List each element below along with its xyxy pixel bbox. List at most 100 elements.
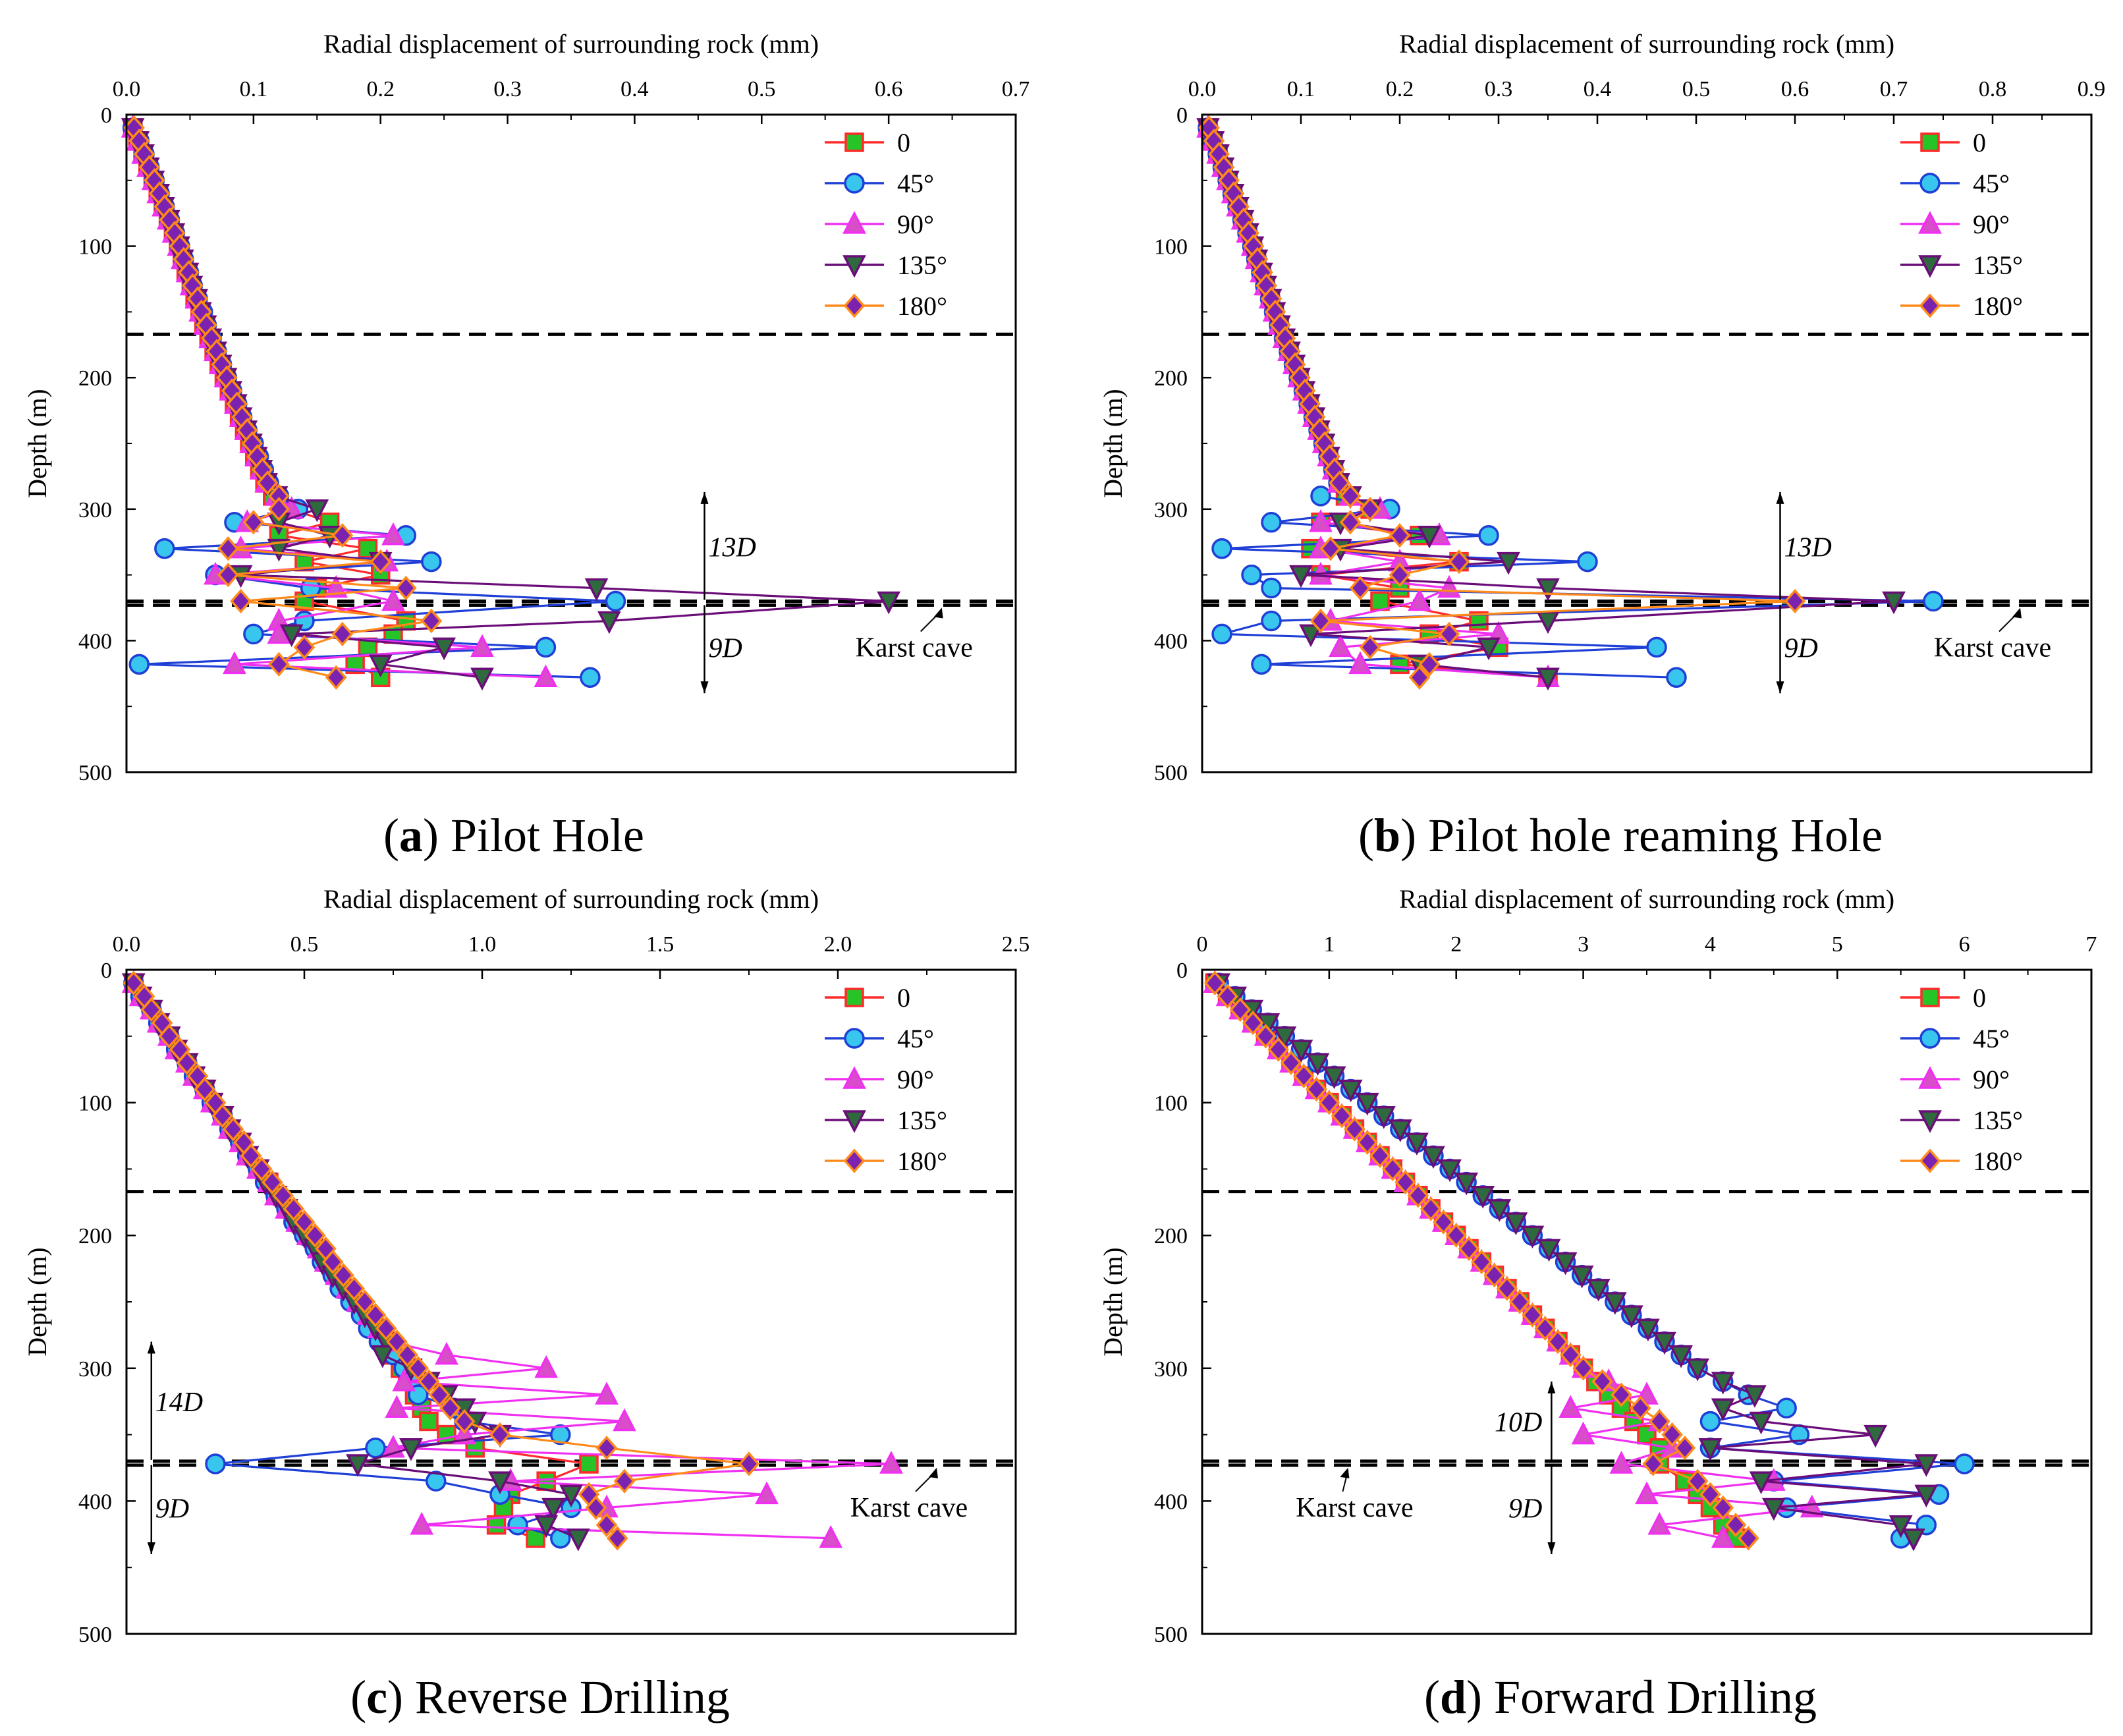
legend-swatch-marker	[843, 293, 866, 318]
legend-label: 90°	[897, 210, 934, 239]
data-point	[1359, 497, 1381, 522]
y-tick-label: 200	[78, 366, 112, 391]
karst-cave-pointer-head	[2012, 607, 2022, 619]
data-point	[1508, 1289, 1531, 1314]
y-axis-title: Depth (m)	[1098, 1247, 1128, 1357]
data-point	[397, 1342, 418, 1368]
data-point	[1534, 1316, 1557, 1341]
plot-frame	[1201, 968, 2093, 1635]
y-tick-label: 400	[1154, 1490, 1188, 1514]
data-point	[1784, 588, 1806, 614]
span-annotation: 13D 9D Karst cave	[1776, 491, 2051, 694]
data-point	[368, 654, 393, 678]
data-point	[1686, 1358, 1710, 1382]
data-point	[250, 1156, 273, 1182]
data-point	[395, 575, 417, 601]
data-point	[534, 1515, 559, 1538]
lower-span-label: 9D	[709, 633, 742, 663]
legend-swatch-marker	[1918, 1066, 1942, 1089]
data-point	[158, 1024, 180, 1049]
data-point	[1322, 1066, 1346, 1090]
data-point	[579, 1454, 599, 1474]
legend-swatch-marker	[844, 1028, 865, 1049]
data-point	[324, 574, 348, 598]
data-point	[1636, 1318, 1660, 1342]
data-point	[262, 1169, 283, 1195]
y-tick-label: 200	[1154, 366, 1188, 391]
x-tick-label: 4	[1705, 932, 1716, 957]
data-point	[1261, 577, 1282, 599]
data-point	[1653, 1331, 1676, 1355]
data-point	[1408, 588, 1431, 611]
data-point	[1289, 1040, 1313, 1063]
data-point	[1591, 1369, 1613, 1394]
y-tick-label: 100	[78, 1092, 112, 1116]
data-point	[1712, 1495, 1734, 1521]
data-point	[385, 1395, 409, 1418]
data-point	[321, 1249, 344, 1275]
legend-label: 180°	[897, 291, 947, 321]
data-point	[1359, 634, 1381, 660]
y-tick-label: 100	[1154, 235, 1188, 260]
data-point	[597, 611, 621, 634]
data-point	[1699, 1482, 1721, 1507]
data-point	[1497, 551, 1520, 575]
lower-span-arrow-head	[1547, 1542, 1556, 1555]
data-point	[1242, 1010, 1264, 1036]
data-point	[1483, 1263, 1505, 1288]
y-axis-title: Depth (m)	[1098, 389, 1128, 498]
data-point	[1267, 1037, 1290, 1062]
upper-span-label: 14D	[155, 1387, 203, 1418]
series-3	[1207, 973, 1939, 1552]
x-tick-label: 7	[2086, 932, 2097, 957]
legend-swatch-marker	[1918, 211, 1942, 234]
data-point	[879, 1451, 903, 1474]
data-point	[605, 590, 626, 612]
y-axis-title: Depth (m)	[22, 389, 52, 498]
legend-label: 180°	[1973, 291, 2023, 321]
chart-panel-a: Radial displacement of surrounding rock …	[22, 29, 1030, 862]
data-point	[381, 522, 405, 546]
data-point	[1559, 1342, 1582, 1368]
data-point	[243, 623, 264, 645]
legend-label: 135°	[897, 250, 947, 280]
data-point	[1711, 1398, 1735, 1422]
data-point	[1454, 1172, 1479, 1196]
data-point	[453, 1409, 476, 1434]
data-point	[559, 1484, 583, 1508]
data-point	[819, 1525, 843, 1548]
data-point	[1743, 1385, 1767, 1408]
x-tick-label: 0.0	[113, 932, 141, 957]
chart-panel-d: Radial displacement of surrounding rock …	[1098, 884, 2097, 1723]
data-point	[1711, 1372, 1735, 1395]
data-point	[1229, 997, 1252, 1022]
data-point	[365, 1438, 386, 1459]
data-point	[399, 1438, 423, 1461]
data-point	[1635, 1481, 1659, 1505]
data-point	[354, 1289, 376, 1314]
data-point	[1289, 565, 1313, 588]
data-point	[128, 654, 150, 675]
x-tick-label: 0.5	[748, 77, 776, 101]
x-tick-label: 0.7	[1002, 77, 1030, 101]
y-tick-label: 500	[78, 1623, 112, 1647]
data-point	[1520, 1225, 1545, 1249]
data-point	[176, 1050, 198, 1075]
y-tick-label: 400	[78, 629, 112, 654]
data-point	[375, 1316, 397, 1341]
data-point	[1603, 1292, 1627, 1315]
legend-swatch-marker	[844, 173, 865, 194]
data-point	[1438, 621, 1460, 647]
data-point	[1371, 1106, 1396, 1129]
legend-swatch-marker	[842, 255, 866, 278]
data-point	[755, 1481, 779, 1505]
x-tick-label: 3	[1578, 932, 1589, 957]
data-point	[613, 1469, 636, 1494]
data-point	[1577, 551, 1598, 573]
data-point	[1504, 1212, 1528, 1235]
data-point	[1339, 510, 1362, 535]
data-point	[1558, 1395, 1583, 1418]
legend-label: 90°	[1973, 210, 2010, 239]
upper-span-label: 10D	[1495, 1407, 1542, 1438]
data-point	[267, 538, 291, 562]
